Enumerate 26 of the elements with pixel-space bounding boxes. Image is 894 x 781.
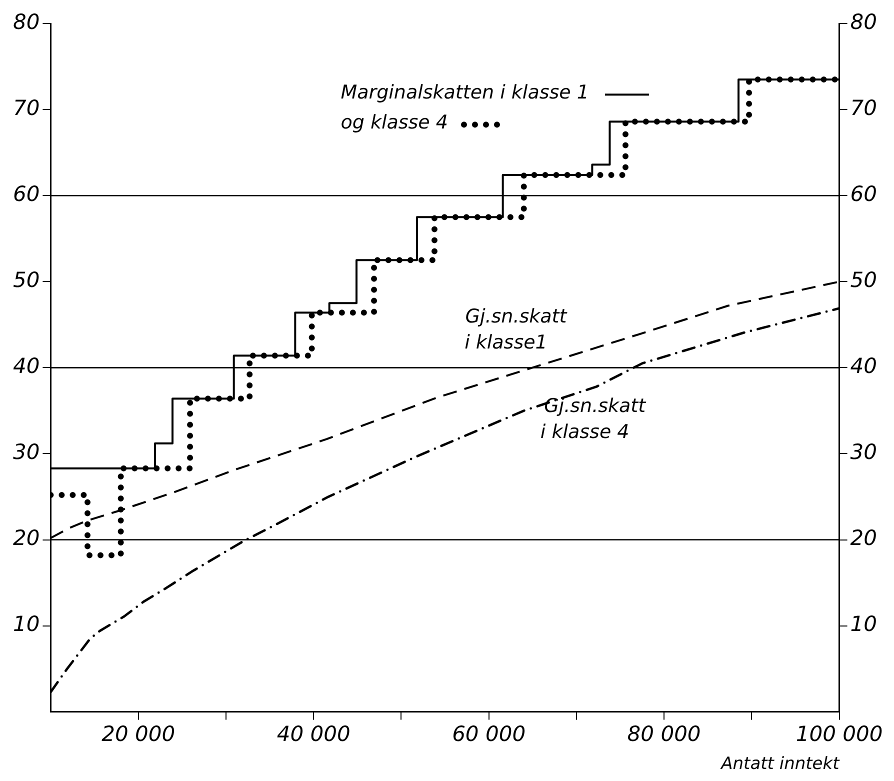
y2-tick-label: 20 [850, 526, 878, 550]
y2-tick-label: 50 [850, 268, 878, 292]
annotation: Gj.sn.skatt i klasse 4 [540, 395, 648, 444]
y-tick-label: 30 [12, 440, 40, 464]
legend-label: Marginalskatten i klasse 1 [340, 82, 589, 104]
y2-tick-label: 70 [850, 96, 878, 120]
x-tick-label: 60 000 [452, 722, 526, 746]
y-tick-label: 40 [12, 354, 40, 378]
y2-tick-label: 40 [850, 354, 878, 378]
x-tick-label: 100 000 [796, 722, 883, 746]
y-tick-label: 50 [12, 268, 40, 292]
x-tick-label: 20 000 [102, 722, 176, 746]
y2-tick-label: 80 [850, 10, 878, 34]
y2-tick-label: 10 [850, 612, 878, 636]
x-tick-label: 80 000 [627, 722, 701, 746]
y-tick-label: 80 [12, 10, 40, 34]
x-tick-label: 40 000 [276, 722, 350, 746]
x-axis-title: Antatt inntekt [720, 754, 841, 774]
y-tick-label: 60 [12, 182, 40, 206]
y-tick-label: 70 [12, 96, 40, 120]
annotation: Gj.sn.skatt i klasse1 [464, 306, 568, 354]
y-tick-label: 20 [12, 526, 40, 550]
y-tick-label: 10 [12, 612, 40, 636]
y2-tick-label: 60 [850, 182, 878, 206]
y2-tick-label: 30 [850, 440, 878, 464]
legend-label: og klasse 4 [340, 112, 448, 134]
